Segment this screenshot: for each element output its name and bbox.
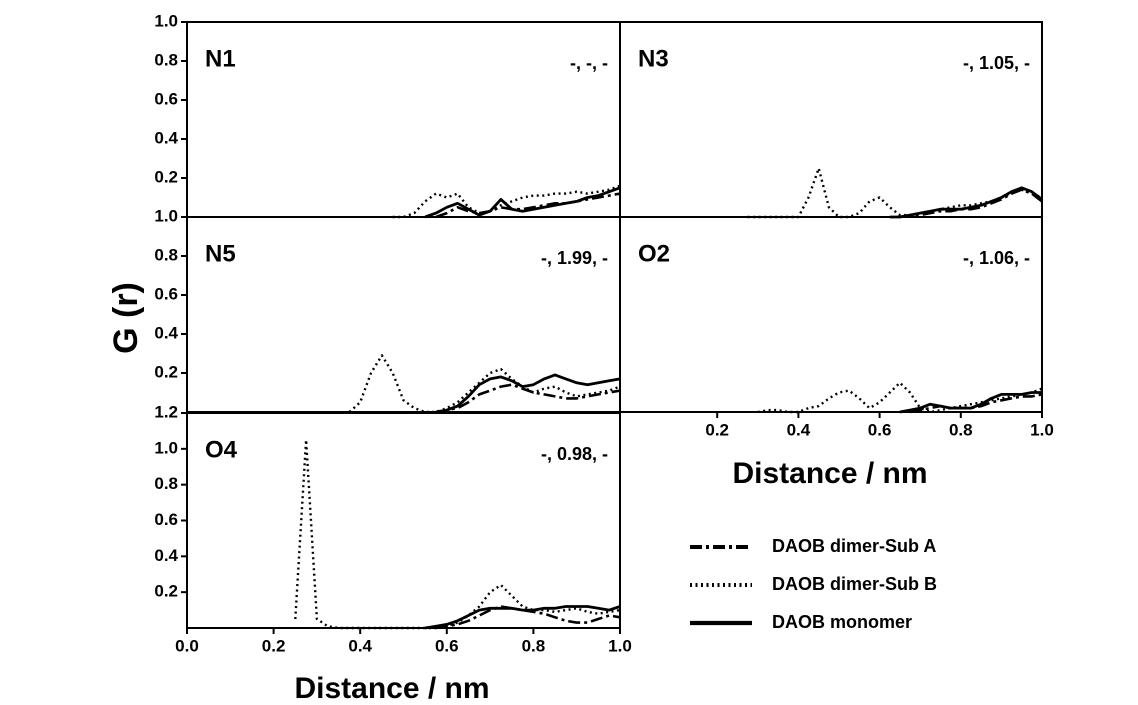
y-tick-label: 0.6: [154, 284, 178, 303]
panel-annotation: -, 1.99, -: [541, 248, 608, 268]
panel-label: N3: [638, 45, 669, 72]
y-tick-label: 0.2: [154, 167, 178, 186]
y-tick-label: 0.4: [154, 128, 178, 147]
x-tick-label: 0.2: [705, 420, 729, 439]
y-tick-label: 1.0: [154, 438, 178, 457]
series-line: [747, 167, 1043, 219]
y-tick-label: 0.8: [154, 474, 178, 493]
panel-label: N1: [205, 45, 236, 72]
y-axis-title: G (r): [107, 282, 145, 354]
series-line: [294, 438, 621, 630]
y-tick-label: 1.0: [154, 206, 178, 225]
x-tick-label: 0.6: [435, 636, 459, 655]
legend-label: DAOB dimer-Sub B: [772, 574, 937, 594]
x-tick-label: 0.4: [787, 420, 811, 439]
y-tick-label: 0.6: [154, 89, 178, 108]
y-tick-label: 0.2: [154, 362, 178, 381]
x-tick-label: 0.2: [262, 636, 286, 655]
panel-annotation: -, 0.98, -: [541, 444, 608, 464]
y-tick-label: 1.2: [154, 402, 178, 421]
y-tick-label: 0.6: [154, 510, 178, 529]
x-tick-label: 0.8: [522, 636, 546, 655]
x-axis-title: Distance / nm: [294, 672, 489, 705]
panel-frame: [186, 216, 621, 413]
panel-annotation: -, 1.06, -: [963, 248, 1030, 268]
y-tick-label: 0.8: [154, 50, 178, 69]
x-tick-label: 1.0: [1030, 420, 1054, 439]
series-line: [889, 186, 1043, 219]
y-tick-label: 0.2: [154, 582, 178, 601]
panel-label: N5: [205, 240, 236, 267]
series-line: [435, 192, 621, 219]
y-tick-label: 1.0: [154, 11, 178, 30]
x-axis-title: Distance / nm: [732, 457, 927, 490]
panel-frame: [619, 216, 1043, 413]
series-line: [424, 186, 621, 219]
x-tick-label: 0.0: [175, 636, 199, 655]
panel-frame: [619, 21, 1043, 218]
panel-annotation: -, -, -: [570, 53, 608, 73]
y-tick-label: 0.8: [154, 245, 178, 264]
x-tick-label: 1.0: [608, 636, 632, 655]
x-tick-label: 0.4: [348, 636, 372, 655]
series-line: [392, 184, 621, 219]
legend-label: DAOB monomer: [772, 612, 912, 632]
series-line: [435, 373, 621, 414]
y-tick-label: 0.4: [154, 323, 178, 342]
panel-frame: [186, 21, 621, 218]
panel-label: O2: [638, 240, 670, 267]
legend-label: DAOB dimer-Sub A: [772, 536, 936, 556]
series-line: [757, 381, 1043, 414]
panel-label: O4: [205, 436, 238, 463]
series-line: [899, 391, 1042, 414]
x-tick-label: 0.6: [868, 420, 892, 439]
series-line: [424, 605, 621, 630]
y-tick-label: 0.4: [154, 546, 178, 565]
panel-annotation: -, 1.05, -: [963, 53, 1030, 73]
x-tick-label: 0.8: [949, 420, 973, 439]
